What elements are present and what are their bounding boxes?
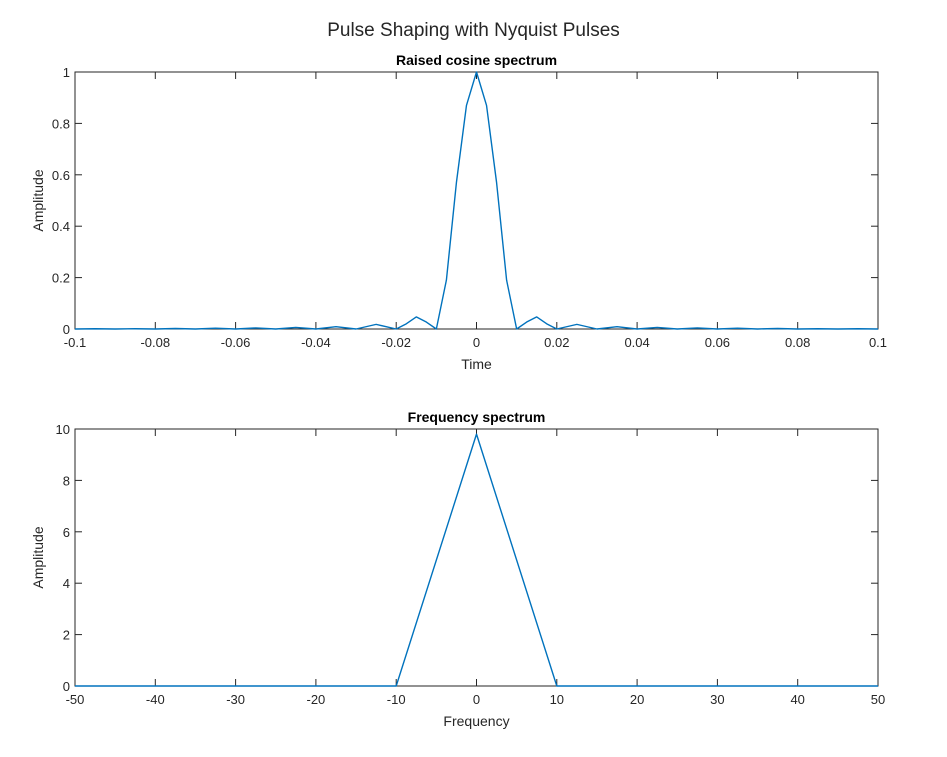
- y-axis-label: Amplitude: [30, 526, 46, 588]
- x-tick-label: -40: [146, 692, 165, 707]
- x-tick-label: -50: [66, 692, 85, 707]
- subplot-1: Raised cosine spectrum -0.1 -0.08 -0.06 -0.0…: [30, 52, 887, 372]
- x-tick-label: 0: [473, 335, 480, 350]
- figure-title: Pulse Shaping with Nyquist Pulses: [327, 20, 620, 41]
- x-tick-label: 0.04: [624, 335, 649, 350]
- x-tick-label: -0.06: [221, 335, 251, 350]
- x-tick-label: -10: [387, 692, 406, 707]
- x-tick-label: -20: [307, 692, 326, 707]
- x-tick-label: 30: [710, 692, 724, 707]
- series-line-1: [74, 71, 879, 330]
- x-tick-label: -0.04: [301, 335, 331, 350]
- x-axis-label: Time: [461, 356, 492, 372]
- y-tick-label: 2: [63, 628, 70, 643]
- x-tick-label: 20: [630, 692, 644, 707]
- y-tick-label: 1: [63, 65, 70, 80]
- x-tick-label: 10: [550, 692, 564, 707]
- x-tick-label: 0: [473, 692, 480, 707]
- axes-box: [74, 71, 879, 330]
- y-tick-label: 0.2: [52, 271, 70, 286]
- y-tick-label: 0.8: [52, 116, 70, 131]
- x-tick-label: 0.06: [705, 335, 730, 350]
- subplot-2: Frequency spectrum-50 -40 -30 -20 -10 0 10 20 30…: [30, 409, 885, 729]
- y-axis-label: Amplitude: [30, 169, 46, 231]
- x-axis-label: Frequency: [443, 713, 509, 729]
- y-tick-label: 0: [63, 322, 70, 337]
- x-tick-label: -0.02: [381, 335, 411, 350]
- series-line-1: [75, 433, 878, 687]
- x-tick-label: -0.1: [64, 335, 86, 350]
- x-tick-label: 50: [871, 692, 885, 707]
- x-tick-label: -0.08: [140, 335, 170, 350]
- y-tick-label: 0.4: [52, 219, 70, 234]
- subplot-title: Raised cosine spectrum: [396, 52, 557, 68]
- x-tick-label: 40: [790, 692, 804, 707]
- axes-box: [74, 428, 879, 687]
- y-tick-label: 0.6: [52, 168, 70, 183]
- y-tick-label: 0: [63, 679, 70, 694]
- y-tick-label: 10: [56, 422, 70, 437]
- y-tick-label: 6: [63, 525, 70, 540]
- x-tick-label: -30: [226, 692, 245, 707]
- y-tick-label: 8: [63, 473, 70, 488]
- subplot-title: Frequency spectrum: [408, 409, 546, 425]
- x-tick-label: 0.02: [544, 335, 569, 350]
- x-tick-label: 0.08: [785, 335, 810, 350]
- x-tick-label: 0.1: [869, 335, 887, 350]
- y-tick-label: 4: [63, 576, 70, 591]
